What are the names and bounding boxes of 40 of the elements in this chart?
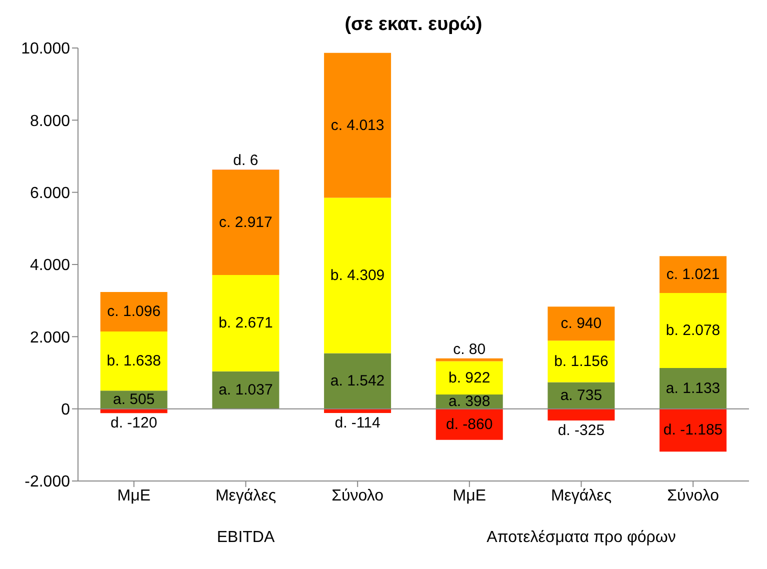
data-label: d. -114 — [334, 414, 380, 432]
text: Αποτελέσματα προ φόρων — [486, 529, 677, 547]
data-label: d. -1.185 — [663, 422, 723, 439]
x-tick-label: ΜμΕ — [452, 487, 486, 504]
data-label: b. 2.078 — [666, 322, 720, 339]
data-label: b. 1.156 — [554, 352, 608, 370]
x-tick-label: ΜμΕ — [117, 487, 151, 504]
y-tick-label: 6.000 — [30, 185, 70, 202]
data-label: a. 398 — [448, 393, 490, 410]
text: EBITDA — [216, 529, 276, 547]
x-tick-label: Μεγάλες — [215, 487, 276, 504]
data-label: a. 735 — [560, 387, 602, 404]
data-label: d. 6 — [233, 152, 258, 170]
data-label: a. 1.133 — [666, 380, 720, 397]
data-label: a. 1.542 — [330, 372, 385, 390]
data-label: b. 922 — [448, 369, 490, 386]
data-label: c. 940 — [560, 315, 602, 332]
data-label: b. 4.309 — [330, 266, 385, 284]
data-label: b. 1.638 — [106, 352, 161, 370]
y-tick-label: 8.000 — [30, 112, 70, 130]
data-label: c. 1.021 — [666, 266, 720, 284]
y-tick-label: 0 — [61, 402, 70, 419]
data-label: a. 505 — [113, 391, 155, 408]
data-label: c. 80 — [453, 340, 486, 358]
x-tick-label: Σύνολο — [667, 487, 720, 504]
chart-title: (σε εκατ. ευρώ) — [344, 14, 484, 36]
data-label: b. 2.671 — [218, 314, 273, 332]
data-label: d. -860 — [446, 416, 493, 433]
data-label: d. -120 — [110, 414, 158, 432]
data-label: c. 1.096 — [107, 303, 161, 320]
data-label: d. -325 — [558, 422, 605, 440]
y-tick-label: 4.000 — [30, 257, 70, 274]
x-tick-label: Μεγάλες — [550, 487, 612, 504]
y-tick-label: 2.000 — [30, 329, 70, 346]
data-label: a. 1.037 — [218, 382, 273, 399]
x-tick-label: Σύνολο — [332, 487, 384, 504]
y-tick-label: 10.000 — [21, 40, 70, 58]
data-label: c. 2.917 — [219, 214, 272, 231]
data-label: c. 4.013 — [330, 116, 384, 134]
y-tick-label: -2.000 — [24, 474, 70, 491]
